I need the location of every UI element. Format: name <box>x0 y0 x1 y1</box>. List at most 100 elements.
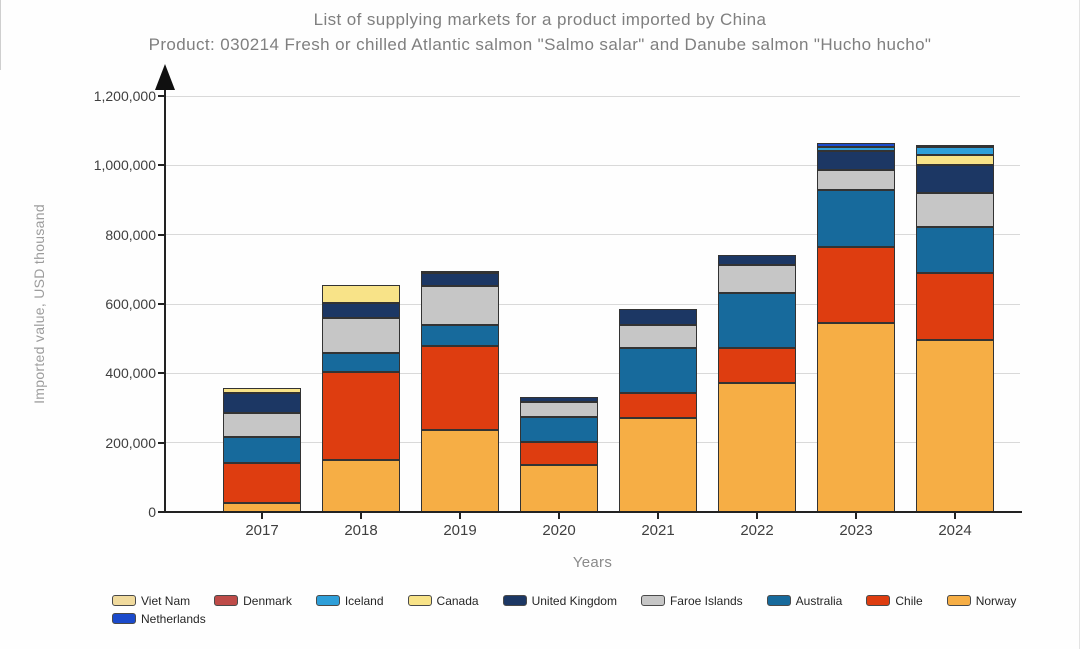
gridline <box>165 164 1020 166</box>
bar-segment-faroe-islands-2022 <box>718 264 796 294</box>
bar-segment-australia-2020 <box>520 416 598 442</box>
x-axis-tick <box>954 513 956 519</box>
y-axis-line <box>164 88 166 513</box>
x-tick-label-2024: 2024 <box>938 522 972 539</box>
bar-segment-norway-2023 <box>817 323 895 512</box>
bar-segment-united-kingdom-2018 <box>322 303 400 319</box>
bar-segment-faroe-islands-2017 <box>223 412 301 437</box>
bar-segment-norway-2020 <box>520 464 598 512</box>
bar-segment-united-kingdom-2019 <box>421 273 499 287</box>
bar-segment-australia-2023 <box>817 189 895 247</box>
legend-label: Australia <box>795 593 843 608</box>
bar-segment-faroe-islands-2019 <box>421 286 499 326</box>
legend-item-norway: Norway <box>946 593 1016 608</box>
bar-segment-faroe-islands-2018 <box>322 318 400 354</box>
bar-segment-canada-2018 <box>322 284 400 304</box>
y-tick-label: 1,000,000 <box>93 157 156 174</box>
legend-label: Chile <box>895 593 923 608</box>
y-axis-tick <box>158 95 165 97</box>
legend-swatch-united-kingdom <box>502 595 527 606</box>
y-axis-arrow-icon <box>155 64 175 90</box>
y-axis-tick <box>158 233 165 236</box>
bar-segment-australia-2017 <box>223 436 301 463</box>
bar-segment-chile-2022 <box>718 348 796 384</box>
bar-segment-chile-2024 <box>916 273 994 341</box>
y-tick-label: 400,000 <box>105 365 156 382</box>
bar-segment-norway-2024 <box>916 340 994 512</box>
bar-segment-faroe-islands-2021 <box>619 325 697 349</box>
legend-swatch-faroe-islands <box>640 595 665 606</box>
bar-segment-chile-2019 <box>421 345 499 430</box>
gridline <box>165 234 1020 236</box>
chart-title: List of supplying markets for a product … <box>313 10 767 29</box>
bar-segment-norway-2019 <box>421 429 499 512</box>
x-tick-label-2017: 2017 <box>245 522 279 539</box>
x-axis-tick <box>459 513 461 519</box>
x-axis-tick <box>657 513 659 519</box>
legend-swatch-iceland <box>315 595 340 606</box>
x-tick-label-2020: 2020 <box>542 522 576 539</box>
x-axis-tick <box>261 513 263 519</box>
legend-swatch-norway <box>946 595 971 606</box>
legend-label: Netherlands <box>141 611 206 626</box>
legend-item-viet-nam: Viet Nam <box>112 593 190 608</box>
bar-segment-united-kingdom-2022 <box>718 254 796 265</box>
bar-segment-norway-2018 <box>322 460 400 512</box>
gridline <box>165 372 1020 374</box>
y-axis-tick <box>158 164 165 167</box>
bar-segment-australia-2019 <box>421 325 499 346</box>
y-axis-tick <box>158 303 165 305</box>
chart-subtitle: Product: 030214 Fresh or chilled Atlanti… <box>148 35 932 54</box>
x-axis-tick <box>855 513 857 519</box>
legend-label: Iceland <box>344 593 384 608</box>
x-tick-label-2019: 2019 <box>443 522 477 539</box>
bar-segment-united-kingdom-2023 <box>817 151 895 170</box>
y-tick-label: 200,000 <box>105 434 156 451</box>
legend-label: Viet Nam <box>141 593 191 608</box>
bar-segment-canada-2024 <box>916 154 994 165</box>
bar-segment-netherlands-2023 <box>817 143 895 147</box>
bar-segment-australia-2022 <box>718 293 796 349</box>
x-axis-tick <box>360 513 362 519</box>
legend-item-iceland: Iceland <box>315 593 384 608</box>
bar-segment-australia-2018 <box>322 353 400 372</box>
legend-item-australia: Australia <box>766 593 843 608</box>
y-tick-label: 600,000 <box>105 296 156 312</box>
legend-item-united-kingdom: United Kingdom <box>502 593 617 608</box>
bar-segment-norway-2021 <box>619 418 697 512</box>
bar-segment-united-kingdom-2020 <box>520 396 598 402</box>
x-tick-label-2022: 2022 <box>740 522 774 539</box>
bar-segment-canada-2017 <box>223 388 301 394</box>
legend: Viet Nam Denmark Iceland Canada United Kingd… <box>112 593 1042 626</box>
bar-segment-united-kingdom-2021 <box>619 308 697 326</box>
x-tick-label-2023: 2023 <box>839 522 873 539</box>
bar-segment-faroe-islands-2020 <box>520 401 598 417</box>
legend-label: United Kingdom <box>531 593 617 608</box>
bar-segment-chile-2021 <box>619 393 697 419</box>
bar-segment-faroe-islands-2023 <box>817 169 895 190</box>
bar-segment-united-kingdom-2024 <box>916 164 994 194</box>
bar-segment-iceland-2019 <box>421 271 499 274</box>
bar-segment-netherlands-2024 <box>916 144 994 147</box>
legend-item-netherlands: Netherlands <box>112 611 206 626</box>
bar-segment-iceland-2023 <box>817 146 895 152</box>
bar-segment-chile-2020 <box>520 441 598 465</box>
bar-segment-faroe-islands-2024 <box>916 193 994 227</box>
screenshot-edge-artifact <box>0 0 1 70</box>
bar-segment-chile-2017 <box>223 462 301 504</box>
bar-segment-united-kingdom-2017 <box>223 393 301 413</box>
bar-segment-norway-2022 <box>718 383 796 512</box>
x-axis-line <box>160 511 1022 513</box>
y-tick-label: 1,200,000 <box>93 88 156 104</box>
y-tick-label: 800,000 <box>105 226 156 243</box>
y-axis-label: Imported value, USD thousand <box>31 204 47 404</box>
x-axis-tick <box>558 513 560 519</box>
legend-swatch-australia <box>766 595 791 606</box>
legend-swatch-denmark <box>214 595 239 606</box>
gridline <box>165 303 1020 305</box>
x-axis-tick <box>756 513 758 519</box>
legend-label: Faroe Islands <box>669 593 743 608</box>
gridline <box>165 95 1020 97</box>
x-tick-label-2021: 2021 <box>641 522 675 539</box>
